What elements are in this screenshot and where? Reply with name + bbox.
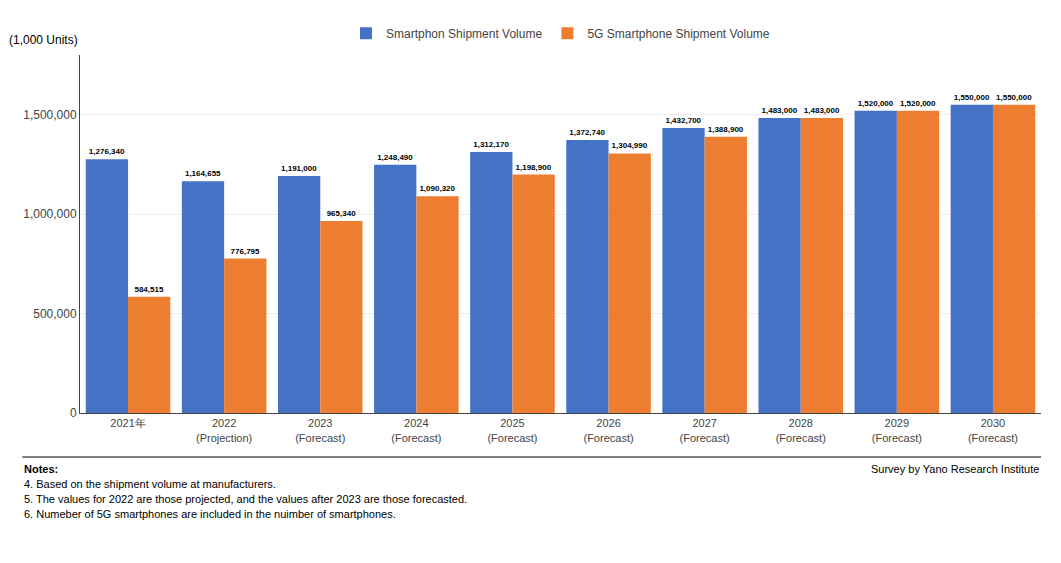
svg-text:2029(Forecast): 2029(Forecast) [872, 417, 922, 443]
svg-text:1,500,000: 1,500,000 [23, 108, 77, 122]
svg-text:Notes:: Notes: [24, 463, 58, 475]
svg-text:0: 0 [70, 406, 77, 420]
svg-text:1,304,990: 1,304,990 [612, 141, 648, 150]
svg-text:1,276,340: 1,276,340 [89, 147, 125, 156]
svg-text:2022(Projection): 2022(Projection) [196, 417, 252, 443]
svg-text:1,090,320: 1,090,320 [419, 184, 455, 193]
svg-text:1,520,000: 1,520,000 [900, 99, 936, 108]
svg-text:1,248,490: 1,248,490 [377, 153, 413, 162]
svg-text:2030(Forecast): 2030(Forecast) [968, 417, 1018, 443]
svg-text:500,000: 500,000 [33, 307, 77, 321]
svg-text:4. Based on the shipment volum: 4. Based on the shipment volume at manuf… [24, 478, 276, 490]
svg-text:5G Smartphone Shipment Volume: 5G Smartphone Shipment Volume [587, 27, 769, 41]
svg-text:965,340: 965,340 [327, 209, 356, 218]
svg-text:2028(Forecast): 2028(Forecast) [776, 417, 826, 443]
svg-text:2026(Forecast): 2026(Forecast) [583, 417, 633, 443]
svg-text:776,795: 776,795 [231, 247, 260, 256]
svg-text:1,312,170: 1,312,170 [473, 140, 509, 149]
svg-text:6. Numeber of 5G smartphones a: 6. Numeber of 5G smartphones are include… [24, 508, 396, 520]
svg-text:Smartphon Shipment Volume: Smartphon Shipment Volume [386, 27, 542, 41]
svg-text:2023(Forecast): 2023(Forecast) [295, 417, 345, 443]
svg-text:1,550,000: 1,550,000 [954, 93, 990, 102]
svg-text:1,191,000: 1,191,000 [281, 164, 317, 173]
svg-text:2025(Forecast): 2025(Forecast) [487, 417, 537, 443]
svg-text:(1,000 Units): (1,000 Units) [9, 33, 78, 47]
svg-text:1,432,700: 1,432,700 [665, 116, 701, 125]
svg-text:2024(Forecast): 2024(Forecast) [391, 417, 441, 443]
svg-text:5. The values for 2022 are tho: 5. The values for 2022 are those project… [24, 493, 467, 505]
svg-text:2027(Forecast): 2027(Forecast) [680, 417, 730, 443]
svg-text:1,164,655: 1,164,655 [185, 169, 221, 178]
svg-text:1,520,000: 1,520,000 [858, 99, 894, 108]
svg-text:1,372,740: 1,372,740 [569, 128, 605, 137]
svg-text:2021年: 2021年 [110, 417, 145, 429]
svg-text:1,483,000: 1,483,000 [762, 106, 798, 115]
svg-text:Survey by Yano Research Instit: Survey by Yano Research Institute [871, 463, 1039, 475]
svg-text:1,000,000: 1,000,000 [23, 207, 77, 221]
svg-text:1,550,000: 1,550,000 [996, 93, 1032, 102]
svg-text:1,388,900: 1,388,900 [708, 125, 744, 134]
svg-text:1,198,900: 1,198,900 [516, 163, 552, 172]
svg-text:1,483,000: 1,483,000 [804, 106, 840, 115]
svg-text:584,515: 584,515 [134, 285, 163, 294]
